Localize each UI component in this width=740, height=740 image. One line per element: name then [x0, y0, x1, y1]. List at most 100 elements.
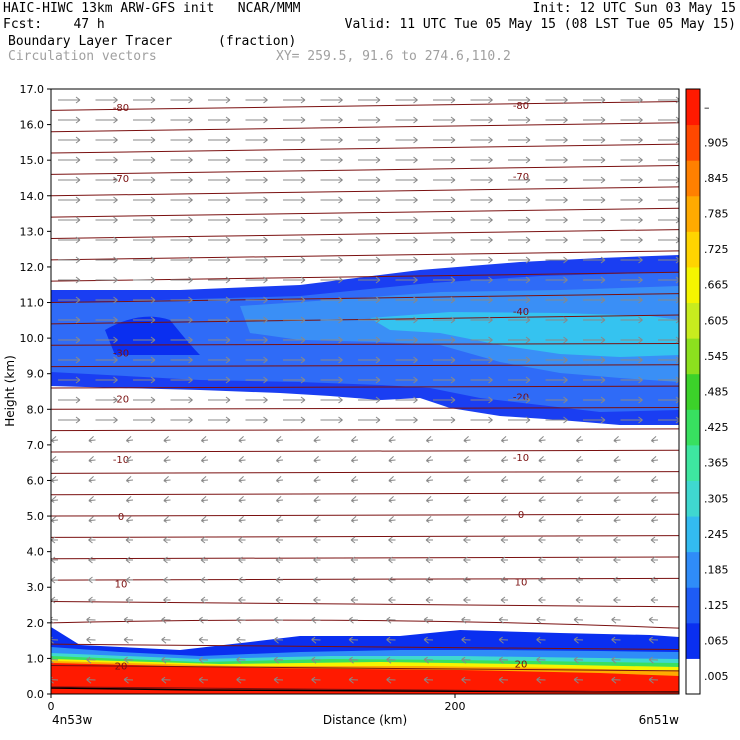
circulation-vector	[283, 256, 306, 264]
circulation-vector	[88, 436, 96, 443]
circulation-vector	[198, 636, 209, 644]
circulation-vector	[538, 536, 546, 544]
circulation-vector	[358, 116, 381, 124]
circulation-vector	[508, 116, 531, 124]
circulation-vector	[583, 396, 606, 404]
circulation-vector	[350, 596, 358, 604]
circulation-vector	[433, 236, 456, 244]
circulation-vector	[573, 676, 584, 684]
circulation-vector	[545, 196, 568, 204]
circulation-vector	[125, 536, 133, 544]
circulation-vector	[163, 436, 171, 443]
circulation-vector	[538, 436, 546, 443]
circulation-vector	[208, 416, 231, 424]
circulation-vector	[126, 516, 134, 523]
circulation-vector	[658, 376, 679, 384]
circulation-vector	[133, 116, 156, 124]
circulation-vector	[275, 596, 283, 604]
circulation-vector	[658, 136, 679, 144]
circulation-vector	[538, 476, 546, 483]
x-axis-label: Distance (km)	[323, 713, 407, 727]
circulation-vector	[395, 116, 418, 124]
circulation-vector	[395, 216, 418, 224]
temperature-contour-line	[51, 686, 679, 693]
circulation-vector	[545, 216, 568, 224]
circulation-vector	[536, 656, 546, 664]
circulation-vector	[133, 236, 156, 244]
contour-label: -70	[113, 174, 129, 185]
y-axis: 0.0 1.0 2.0 3.0 4.0 5.0 6.0 7.0 8.0 9.0 10.0 11.0 12…	[20, 83, 51, 701]
circulation-vector	[620, 276, 643, 284]
circulation-vector	[350, 536, 358, 544]
circulation-vector	[201, 496, 209, 503]
circulation-vector	[508, 356, 531, 364]
circulation-vector	[170, 336, 193, 344]
circulation-vector	[58, 256, 81, 264]
circulation-vector	[573, 616, 584, 624]
circulation-vector	[508, 236, 531, 244]
x-end-label: 6n51w	[639, 713, 680, 727]
circulation-vector	[536, 616, 546, 624]
circulation-vector	[95, 416, 118, 424]
circulation-vector	[245, 216, 268, 224]
circulation-vector	[583, 156, 606, 164]
circulation-vector	[201, 436, 209, 443]
circulation-vector	[611, 676, 621, 684]
circulation-vector	[395, 356, 418, 364]
circulation-vector	[170, 396, 193, 404]
circulation-vector	[538, 596, 546, 604]
circulation-vector	[95, 296, 118, 304]
circulation-vector	[583, 376, 606, 384]
circulation-vector	[508, 396, 531, 404]
circulation-vector	[201, 476, 209, 483]
circulation-vector	[275, 536, 283, 544]
circulation-vector	[163, 496, 171, 503]
circulation-vector	[95, 156, 118, 164]
circulation-vector	[508, 216, 531, 224]
y-tick-label: 13.0	[20, 225, 45, 238]
temperature-contour-line	[51, 535, 679, 538]
y-tick-label: 3.0	[27, 581, 45, 594]
colorbar-swatch	[686, 622, 700, 659]
circulation-vector	[538, 496, 546, 503]
circulation-vector	[245, 376, 268, 384]
circulation-vector	[95, 336, 118, 344]
circulation-vector	[161, 636, 171, 644]
circulation-vector	[426, 456, 434, 463]
circulation-vector	[320, 276, 343, 284]
circulation-vector	[320, 236, 343, 244]
circulation-vector	[433, 156, 456, 164]
circulation-vector	[433, 96, 456, 104]
circulation-vector	[170, 176, 193, 184]
y-tick-label: 15.0	[20, 154, 45, 167]
colorbar-label: .305	[704, 492, 729, 505]
circulation-vector	[58, 216, 81, 224]
y-tick-label: 8.0	[27, 403, 45, 416]
circulation-vector	[508, 296, 531, 304]
circulation-vector	[320, 156, 343, 164]
circulation-vector	[658, 416, 679, 424]
circulation-vector	[133, 276, 156, 284]
y-tick-label: 14.0	[20, 190, 45, 203]
circulation-vector	[163, 596, 171, 604]
y-tick-label: 5.0	[27, 510, 45, 523]
circulation-vector	[508, 136, 531, 144]
circulation-vector	[133, 296, 156, 304]
temperature-contour-line	[51, 122, 679, 133]
circulation-vector	[58, 316, 81, 324]
circulation-vector	[620, 336, 643, 344]
circulation-vector	[545, 116, 568, 124]
circulation-vector	[461, 656, 471, 664]
circulation-vector	[538, 516, 546, 523]
circulation-vector	[395, 296, 418, 304]
colorbar-swatch	[686, 516, 700, 553]
circulation-vector	[320, 196, 343, 204]
circulation-vector	[58, 336, 81, 344]
circulation-vector	[433, 396, 456, 404]
circulation-vector	[658, 336, 679, 344]
contour-label: -10	[113, 455, 129, 466]
contour-label: 10	[115, 580, 128, 591]
circulation-vector	[238, 456, 246, 463]
circulation-vector	[208, 356, 231, 364]
vector-field-name: Circulation vectors	[8, 49, 157, 64]
